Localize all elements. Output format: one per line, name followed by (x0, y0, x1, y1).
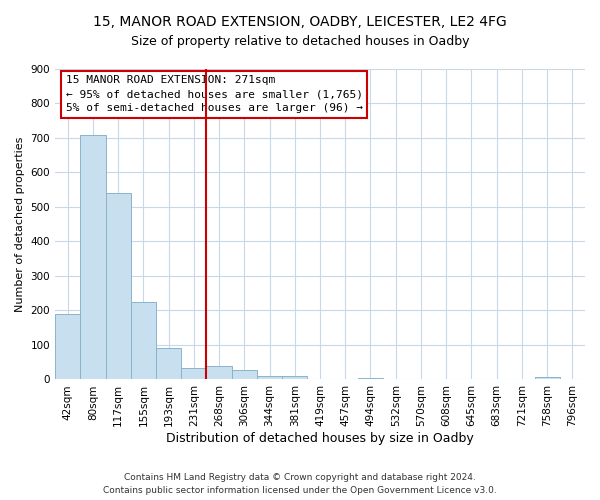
Bar (131, 302, 156, 380)
Text: 15 MANOR ROAD EXTENSION: 271sqm
← 95% of detached houses are smaller (1,765)
5% : 15 MANOR ROAD EXTENSION: 271sqm ← 95% of… (65, 75, 362, 113)
Text: Size of property relative to detached houses in Oadby: Size of property relative to detached ho… (131, 35, 469, 48)
Bar (257, 376, 282, 380)
Bar (106, 193, 131, 380)
Bar (535, 376, 560, 380)
Bar (55, 314, 80, 380)
Bar (282, 376, 307, 380)
Bar (80, 134, 106, 380)
Bar (358, 378, 383, 380)
X-axis label: Distribution of detached houses by size in Oadby: Distribution of detached houses by size … (166, 432, 474, 445)
Y-axis label: Number of detached properties: Number of detached properties (15, 136, 25, 312)
Bar (206, 366, 232, 380)
Text: Contains HM Land Registry data © Crown copyright and database right 2024.
Contai: Contains HM Land Registry data © Crown c… (103, 474, 497, 495)
Bar (156, 348, 181, 380)
Bar (181, 368, 206, 380)
Text: 15, MANOR ROAD EXTENSION, OADBY, LEICESTER, LE2 4FG: 15, MANOR ROAD EXTENSION, OADBY, LEICEST… (93, 15, 507, 29)
Bar (232, 370, 257, 380)
